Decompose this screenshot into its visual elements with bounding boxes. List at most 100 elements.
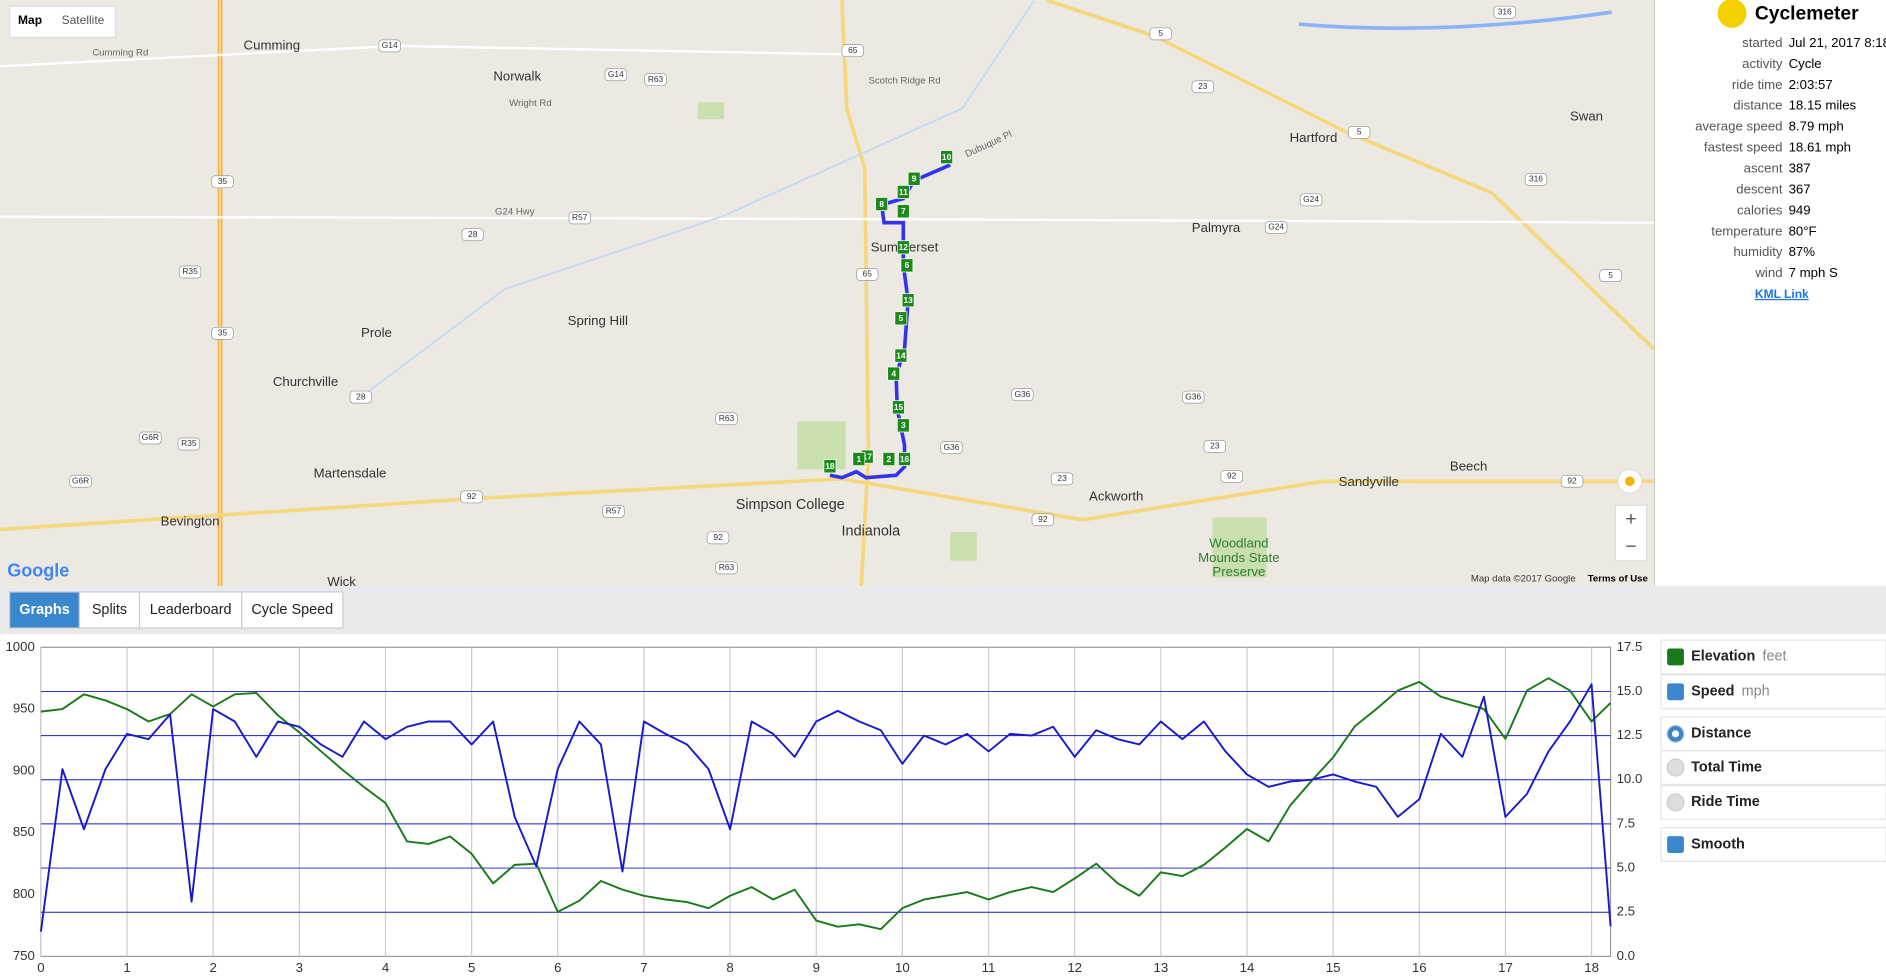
checkbox[interactable]: [1667, 683, 1684, 701]
route-marker-label: 10: [942, 152, 952, 162]
road-shield: [1599, 269, 1622, 282]
map-type-button[interactable]: Map: [18, 13, 42, 27]
shield-label: 35: [218, 176, 228, 186]
route-marker[interactable]: [896, 185, 910, 199]
route-marker[interactable]: [882, 452, 896, 467]
shield-label: 28: [356, 391, 366, 401]
road-shield: [1149, 27, 1172, 41]
checkbox[interactable]: [1667, 648, 1684, 666]
route-marker[interactable]: [887, 366, 901, 381]
info-value: 7 mph S: [1789, 265, 1838, 280]
route-marker[interactable]: [896, 204, 910, 219]
shield-label: G14: [382, 40, 398, 50]
road-shield: [211, 175, 234, 189]
park-label: Preserve: [1212, 564, 1265, 579]
control-unit: mph: [1742, 684, 1770, 700]
control-row: [1660, 784, 1886, 820]
app-logo: [1717, 0, 1747, 28]
y-tick-label: 750: [13, 948, 35, 963]
road-label: G24 Hwy: [495, 206, 535, 217]
map[interactable]: [0, 0, 1654, 586]
map-type-button[interactable]: Satellite: [62, 13, 105, 27]
route-marker-label: 17: [863, 451, 873, 461]
route-marker-label: 7: [901, 206, 906, 216]
route-marker[interactable]: [896, 418, 910, 433]
route-marker[interactable]: [823, 459, 837, 474]
series-line: [40, 677, 1612, 931]
shield-label: R35: [182, 266, 198, 276]
road-shield: [1031, 513, 1055, 527]
x-tick-label: 7: [640, 960, 647, 975]
tab[interactable]: [241, 591, 344, 629]
info-label: ride time: [1732, 77, 1783, 92]
info-label: average speed: [1695, 119, 1782, 134]
place-label: Bevington: [161, 514, 220, 529]
plot-area: [40, 646, 1612, 957]
info-label: descent: [1736, 181, 1783, 196]
control-label: Speed: [1691, 684, 1734, 700]
road-shield: [211, 326, 234, 340]
checkbox[interactable]: [1667, 836, 1684, 853]
kml-link[interactable]: KML Link: [1755, 287, 1809, 301]
route-marker[interactable]: [892, 400, 905, 415]
route-marker[interactable]: [907, 171, 921, 186]
route-marker-label: 6: [905, 260, 910, 270]
road-shield: [602, 504, 625, 518]
road-shield: [706, 531, 730, 545]
y2-tick-label: 5.0: [1617, 860, 1635, 875]
shield-label: 65: [848, 45, 858, 55]
shield-label: G36: [943, 442, 959, 452]
terms-link[interactable]: Terms of Use: [1588, 573, 1649, 584]
road-shield: [1011, 388, 1034, 402]
info-label: temperature: [1711, 223, 1782, 238]
route-marker[interactable]: [940, 150, 953, 165]
info-value: 2:03:57: [1789, 77, 1833, 92]
route-marker[interactable]: [900, 258, 914, 273]
route-marker[interactable]: [898, 452, 911, 467]
x-tick-label: 8: [726, 960, 733, 975]
place-label: Prole: [361, 325, 392, 340]
radio-button[interactable]: [1666, 793, 1685, 812]
road-shield: [715, 412, 738, 426]
route-marker[interactable]: [896, 240, 910, 255]
place-label: Indianola: [842, 524, 902, 540]
route-marker[interactable]: [894, 348, 908, 363]
tab[interactable]: [78, 591, 141, 629]
info-value: 87%: [1789, 244, 1816, 259]
radio-button[interactable]: [1666, 758, 1685, 777]
tab[interactable]: [138, 591, 243, 629]
place-label: Sandyville: [1339, 474, 1399, 489]
series-line: [39, 683, 1612, 932]
road-shield: [1220, 470, 1243, 483]
y-tick-label: 1000: [5, 639, 34, 654]
road-shield: [644, 73, 667, 86]
route-marker[interactable]: [852, 452, 866, 467]
shield-label: G36: [1014, 389, 1030, 399]
zoom-control: [1614, 504, 1648, 562]
route-marker[interactable]: [894, 311, 908, 326]
zoom-out[interactable]: −: [1625, 537, 1636, 558]
route-marker[interactable]: [875, 197, 889, 212]
shield-label: 316: [1529, 174, 1543, 184]
shield-label: 23: [1057, 473, 1067, 483]
y2-tick-label: 7.5: [1617, 815, 1635, 830]
route-marker-label: 3: [901, 420, 906, 430]
shield-label: 5: [1357, 127, 1362, 137]
place-label: Ackworth: [1089, 488, 1143, 503]
route-marker[interactable]: [901, 293, 915, 308]
y2-tick-label: 12.5: [1617, 727, 1643, 742]
tab[interactable]: [9, 591, 80, 629]
control-row: [1660, 827, 1886, 862]
x-tick-label: 10: [895, 960, 910, 975]
zoom-in[interactable]: +: [1625, 509, 1636, 530]
road-shield: [349, 390, 373, 404]
x-tick-label: 12: [1067, 960, 1082, 975]
road-shield: [604, 68, 628, 82]
x-tick-label: 6: [554, 960, 561, 975]
map-type-control: [9, 5, 117, 39]
place-label: Churchville: [273, 374, 338, 389]
info-value: 8.79 mph: [1789, 119, 1844, 134]
control-label: Smooth: [1691, 836, 1745, 852]
info-value: 18.61 mph: [1789, 140, 1851, 155]
road-shield: [1203, 440, 1227, 453]
